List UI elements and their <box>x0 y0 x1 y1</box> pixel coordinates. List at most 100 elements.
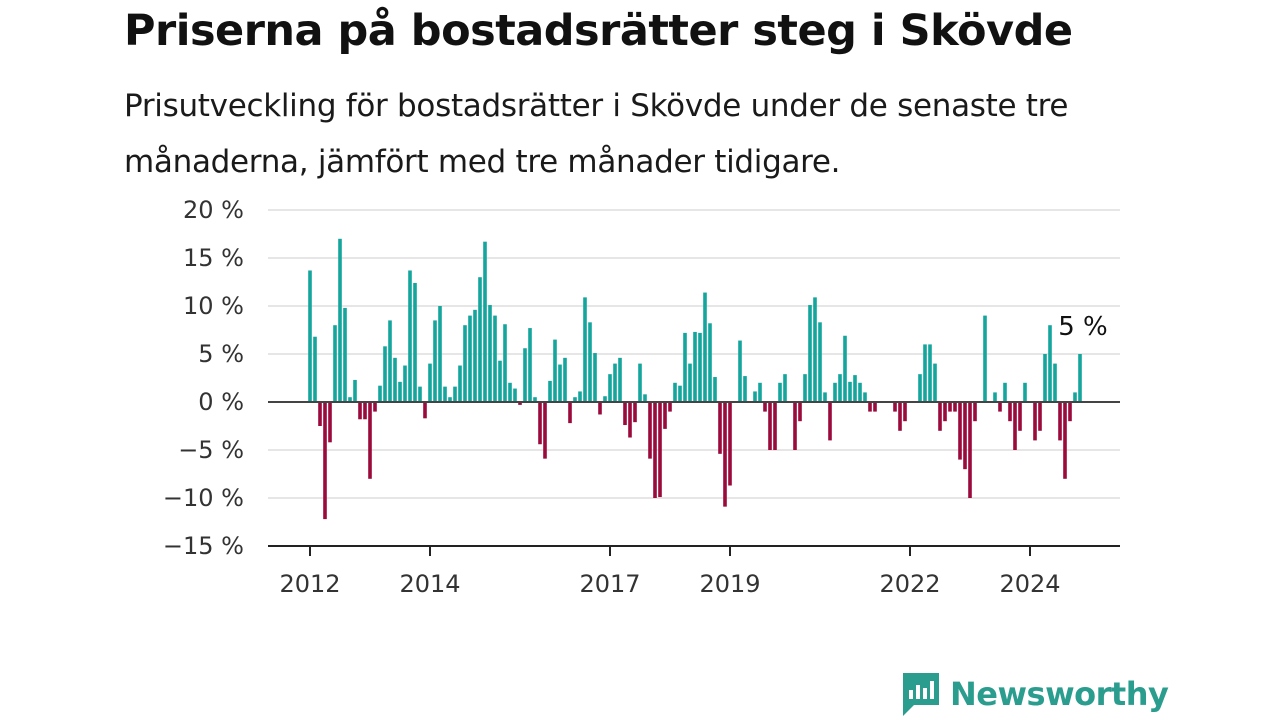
bar <box>363 402 367 420</box>
bar <box>308 270 312 402</box>
bar <box>818 322 822 402</box>
bar <box>313 336 317 402</box>
bar <box>453 386 457 402</box>
bar <box>1043 354 1047 402</box>
bar <box>578 391 582 402</box>
bar <box>493 315 497 402</box>
bar <box>573 397 577 402</box>
bar <box>373 402 377 412</box>
bar <box>608 374 612 402</box>
bar <box>963 402 967 470</box>
bar <box>1003 382 1007 402</box>
bar <box>328 402 332 443</box>
bar <box>318 402 322 426</box>
bar <box>413 282 417 402</box>
bar <box>333 325 337 402</box>
bar <box>473 309 477 402</box>
x-tick-label: 2019 <box>699 570 760 598</box>
bar <box>463 325 467 402</box>
bar <box>343 307 347 402</box>
bar <box>498 360 502 402</box>
bar <box>938 402 942 431</box>
bar <box>688 363 692 402</box>
newsworthy-logo-icon <box>903 673 939 716</box>
bar <box>808 305 812 402</box>
bar <box>663 402 667 429</box>
bar <box>998 402 1002 412</box>
y-tick-label: 10 % <box>183 292 244 320</box>
y-tick-label: −15 % <box>163 532 244 560</box>
bar <box>653 402 657 498</box>
bar <box>948 402 952 412</box>
bar <box>1048 325 1052 402</box>
bar <box>508 382 512 402</box>
bar <box>778 382 782 402</box>
bar <box>518 402 522 405</box>
bar <box>713 377 717 402</box>
bar <box>1018 402 1022 431</box>
bar <box>648 402 652 459</box>
bar <box>828 402 832 441</box>
bar <box>418 386 422 402</box>
bar <box>1008 402 1012 422</box>
bar <box>383 346 387 402</box>
bar <box>593 353 597 402</box>
bar <box>638 363 642 402</box>
bar <box>543 402 547 459</box>
bar <box>393 357 397 402</box>
bar <box>533 397 537 402</box>
bar <box>918 374 922 402</box>
bar <box>478 277 482 402</box>
bar <box>598 402 602 415</box>
brand-name: Newsworthy <box>950 675 1169 713</box>
bar <box>763 402 767 412</box>
y-tick-label: −5 % <box>178 436 244 464</box>
bar <box>738 340 742 402</box>
bar <box>423 402 427 419</box>
bar <box>528 328 532 402</box>
bar <box>953 402 957 412</box>
bar <box>673 382 677 402</box>
bar <box>838 374 842 402</box>
bar <box>928 344 932 402</box>
bar <box>348 397 352 402</box>
bar <box>523 348 527 402</box>
bar <box>873 402 877 412</box>
bar <box>898 402 902 431</box>
bar <box>868 402 872 412</box>
bar <box>433 320 437 402</box>
brand-logo: Newsworthy <box>900 670 1169 718</box>
bar <box>503 324 507 402</box>
bar <box>863 392 867 402</box>
bar <box>338 238 342 402</box>
bar <box>568 402 572 424</box>
last-value-label: 5 % <box>1058 312 1108 342</box>
bar <box>468 315 472 402</box>
bar <box>973 402 977 422</box>
bar <box>773 402 777 450</box>
x-tick-label: 2014 <box>399 570 460 598</box>
bar <box>488 305 492 402</box>
bar <box>323 402 327 520</box>
bar <box>768 402 772 450</box>
bar <box>698 332 702 402</box>
bar <box>798 402 802 422</box>
bar <box>548 380 552 402</box>
y-tick-label: 15 % <box>183 244 244 272</box>
bar <box>408 270 412 402</box>
x-tick-label: 2012 <box>279 570 340 598</box>
bar <box>793 402 797 450</box>
bar <box>633 402 637 423</box>
bar <box>388 320 392 402</box>
bar <box>623 402 627 426</box>
bar <box>448 397 452 402</box>
bar <box>858 382 862 402</box>
bar <box>1038 402 1042 431</box>
x-tick-label: 2022 <box>879 570 940 598</box>
bar <box>893 402 897 412</box>
bar <box>693 331 697 402</box>
bar <box>1013 402 1017 450</box>
y-tick-label: 5 % <box>198 340 244 368</box>
bar <box>718 402 722 454</box>
